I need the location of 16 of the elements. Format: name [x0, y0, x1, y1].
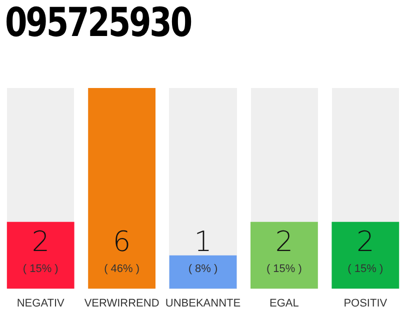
- chart-title: 095725930: [5, 0, 191, 46]
- x-tick-label: NEGATIV: [16, 297, 65, 310]
- annotation: ( 46% ): [104, 262, 140, 275]
- annotation: ( 15% ): [348, 262, 384, 275]
- data-label: 2: [32, 225, 50, 258]
- annotation: ( 15% ): [266, 262, 302, 275]
- x-tick-label: UNBEKANNTE: [165, 297, 241, 310]
- annotation: ( 8% ): [188, 262, 218, 275]
- x-tick-label: POSITIV: [344, 297, 388, 310]
- annotation: ( 15% ): [22, 262, 58, 275]
- x-tick-label: VERWIRREND: [84, 297, 160, 310]
- x-tick-label: EGAL: [270, 297, 299, 310]
- data-label: 2: [275, 225, 294, 258]
- data-label: 6: [112, 225, 131, 258]
- data-label: 1: [194, 225, 212, 258]
- data-label: 2: [356, 225, 374, 258]
